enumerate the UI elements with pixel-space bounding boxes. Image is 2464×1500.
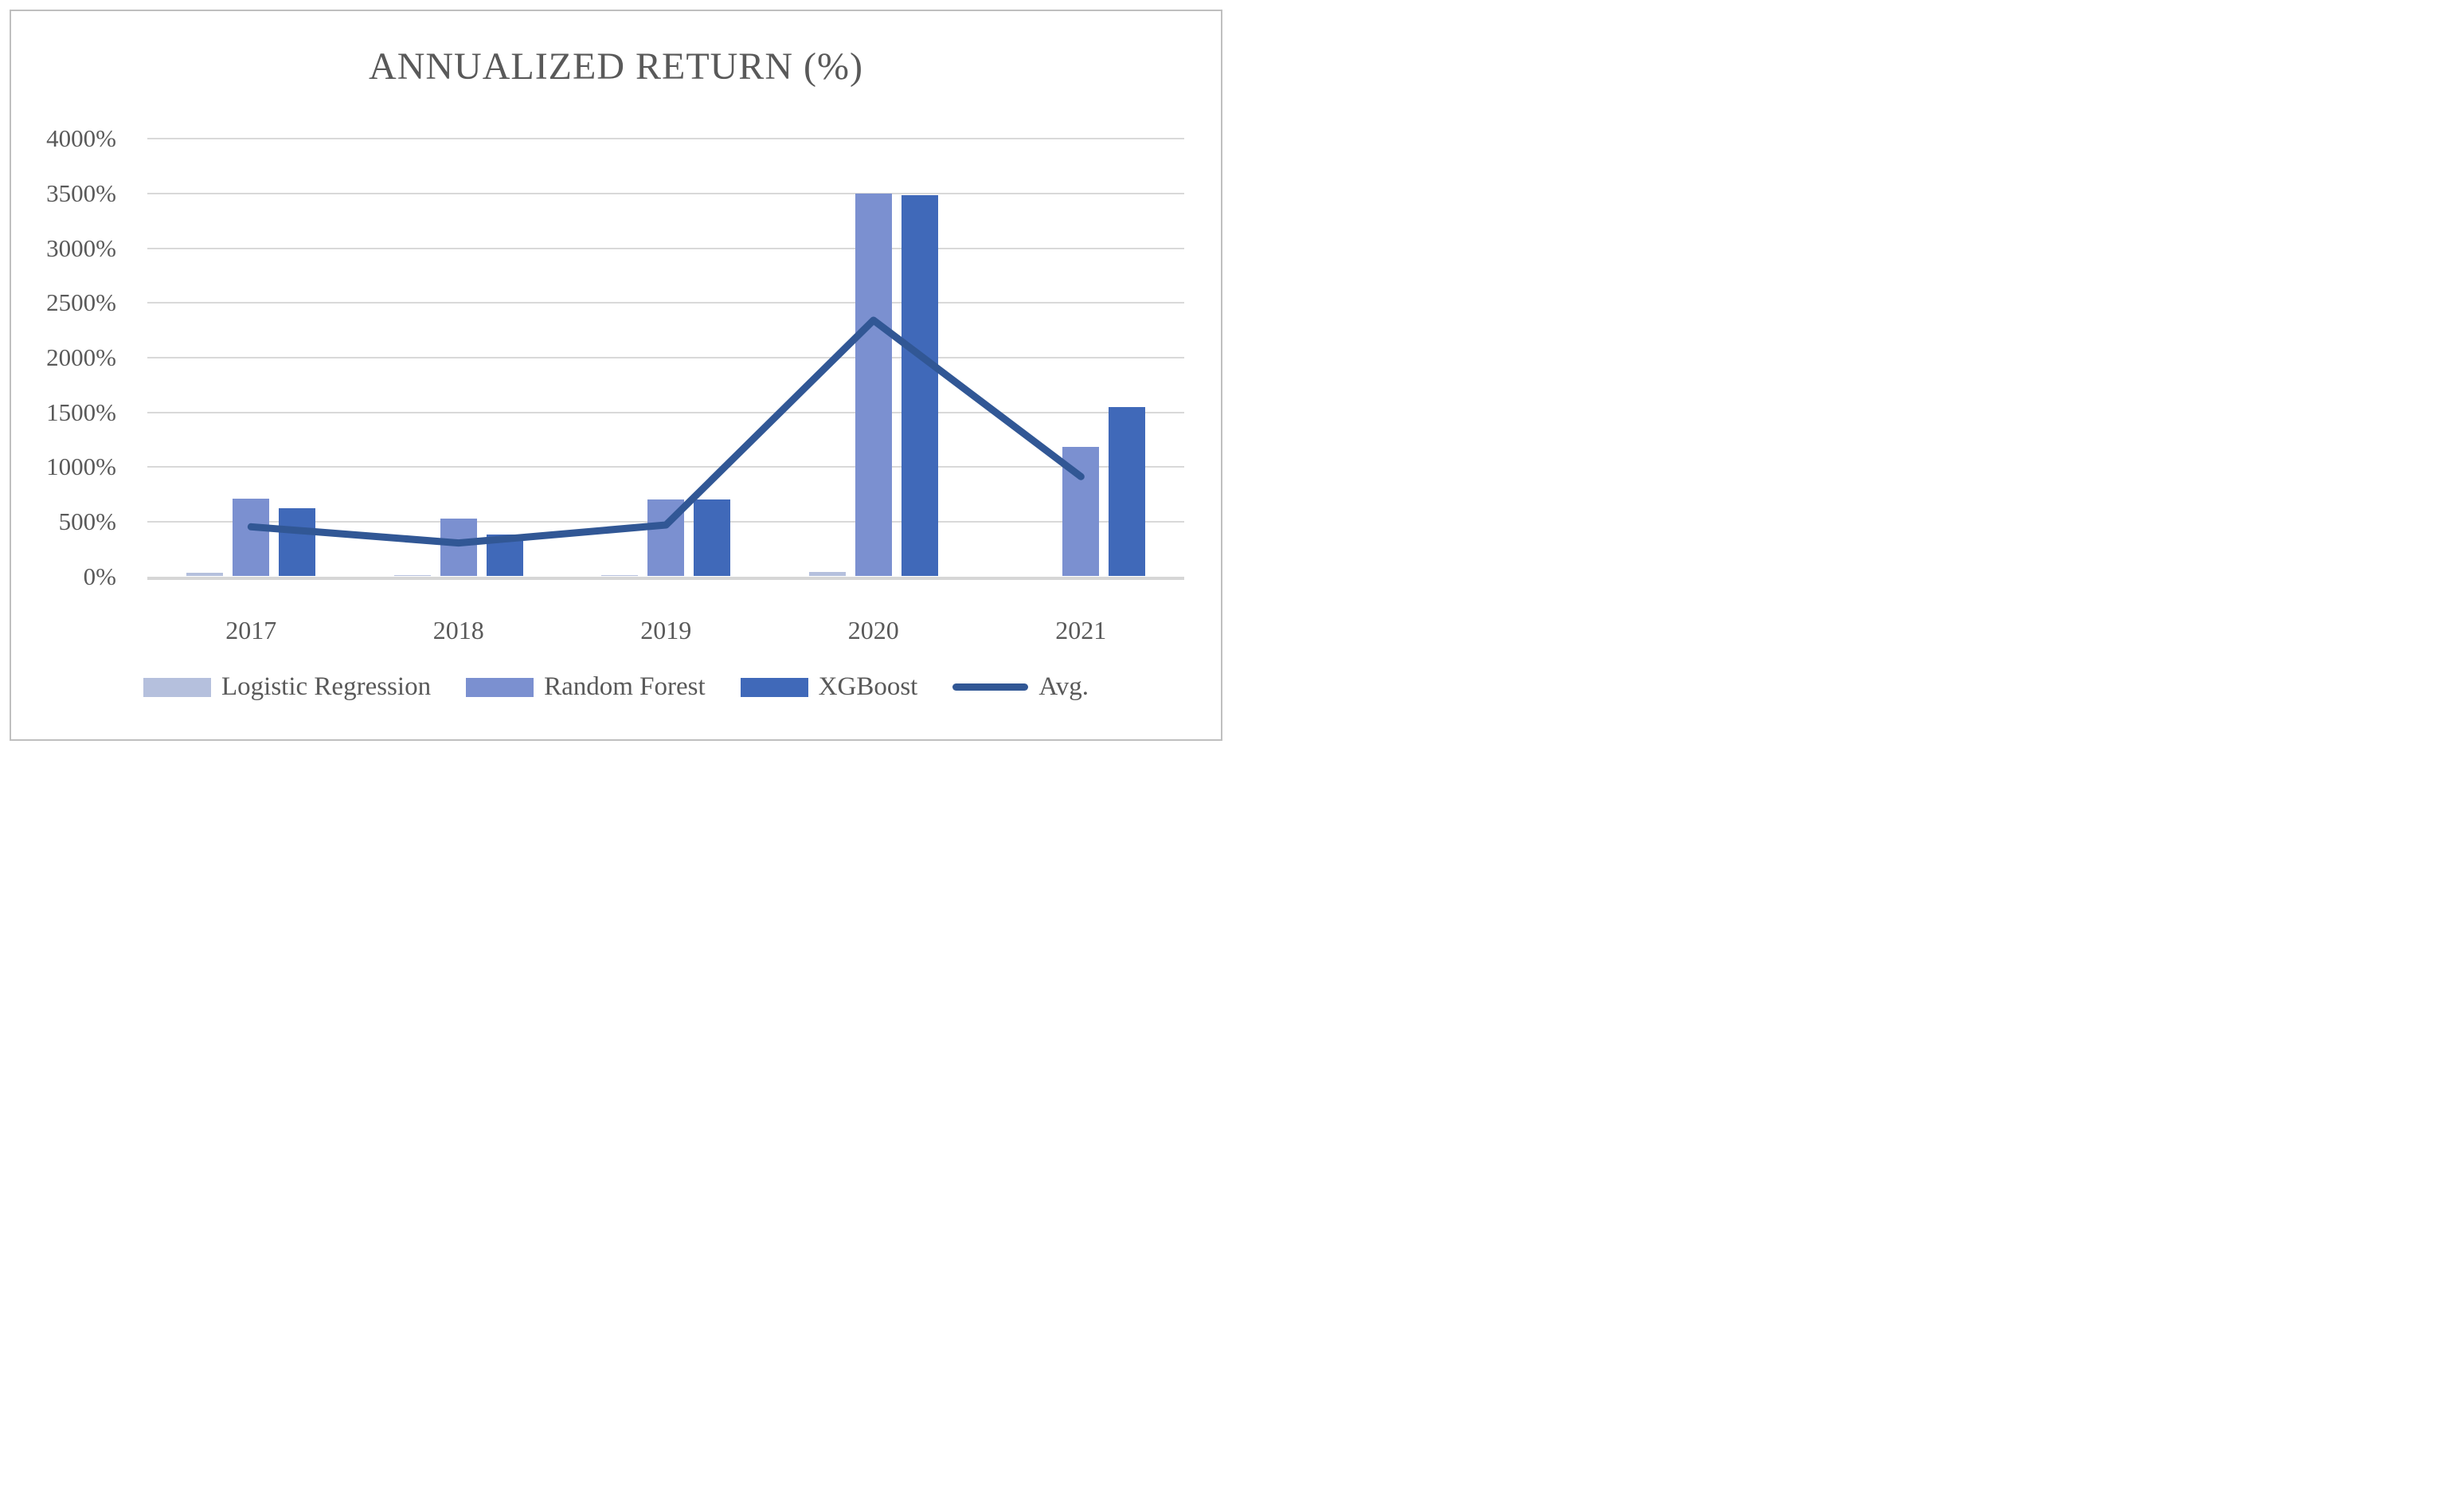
legend-label-logistic-regression: Logistic Regression xyxy=(221,672,432,701)
y-tick-label: 1000% xyxy=(46,452,116,481)
gridline xyxy=(147,466,1184,468)
bar-xgboost-2019 xyxy=(694,499,731,577)
legend: Logistic Regression Random Forest XGBoost A… xyxy=(0,672,1232,702)
x-tick-label-2017: 2017 xyxy=(225,616,277,644)
y-tick-label: 4000% xyxy=(46,124,116,153)
bar-random-forest-2020 xyxy=(855,193,892,577)
bar-logistic-regression-2017 xyxy=(186,573,224,577)
bar-random-forest-2019 xyxy=(647,499,685,577)
y-tick-label: 0% xyxy=(83,562,116,590)
y-tick-label: 2000% xyxy=(46,343,116,371)
x-tick-label-2018: 2018 xyxy=(432,616,484,644)
gridline xyxy=(147,247,1184,249)
legend-line-key-avg xyxy=(952,683,1029,691)
legend-swatch-random-forest xyxy=(466,677,534,697)
gridline xyxy=(147,302,1184,304)
y-tick-label: 2500% xyxy=(46,288,116,317)
legend-label-xgboost: XGBoost xyxy=(818,672,918,701)
bar-random-forest-2021 xyxy=(1062,446,1100,577)
gridline xyxy=(147,138,1184,140)
bar-xgboost-2021 xyxy=(1109,406,1146,577)
x-tick-label-2020: 2020 xyxy=(847,616,899,644)
legend-swatch-logistic-regression xyxy=(143,677,212,697)
bar-random-forest-2017 xyxy=(233,499,270,577)
x-tick-label-2019: 2019 xyxy=(640,616,692,644)
legend-label-random-forest: Random Forest xyxy=(544,672,706,701)
bar-logistic-regression-2019 xyxy=(601,575,639,577)
legend-item-avg: Avg. xyxy=(952,672,1089,702)
figure-border xyxy=(10,10,1222,741)
bar-logistic-regression-2018 xyxy=(393,575,431,577)
y-tick-label: 1500% xyxy=(46,398,116,426)
legend-label-avg: Avg. xyxy=(1038,672,1089,701)
bar-logistic-regression-2020 xyxy=(808,572,846,577)
legend-item-random-forest: Random Forest xyxy=(466,672,706,702)
legend-item-xgboost: XGBoost xyxy=(740,672,918,702)
bar-random-forest-2018 xyxy=(440,519,477,577)
x-axis-line xyxy=(147,576,1184,580)
bar-xgboost-2018 xyxy=(486,535,523,577)
y-tick-label: 500% xyxy=(58,507,116,535)
bar-xgboost-2020 xyxy=(901,195,938,577)
y-tick-label: 3000% xyxy=(46,233,116,262)
legend-swatch-xgboost xyxy=(740,677,808,697)
chart-title: ANNUALIZED RETURN (%) xyxy=(369,45,863,88)
legend-item-logistic-regression: Logistic Regression xyxy=(143,672,431,702)
y-tick-label: 3500% xyxy=(46,178,116,207)
gridline xyxy=(147,356,1184,358)
annualized-return-chart: ANNUALIZED RETURN (%) 2017 2018 2019 2020 20… xyxy=(0,0,1232,750)
x-tick-label-2021: 2021 xyxy=(1055,616,1107,644)
bar-xgboost-2017 xyxy=(279,508,316,577)
gridline xyxy=(147,192,1184,194)
gridline xyxy=(147,411,1184,413)
